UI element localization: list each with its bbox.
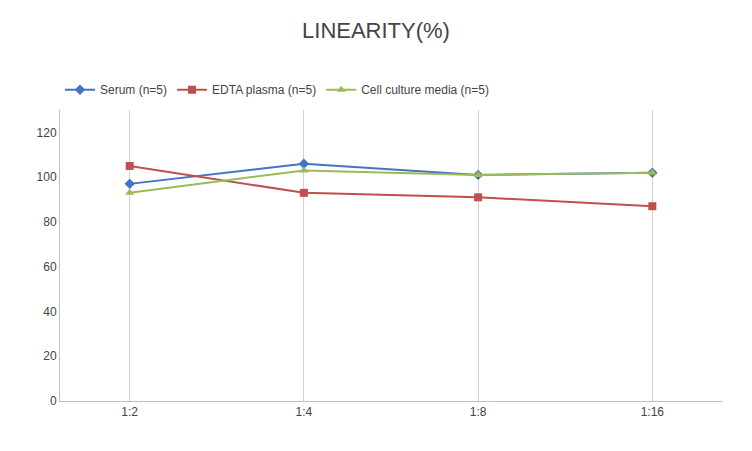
- svg-text:1:2: 1:2: [121, 405, 138, 419]
- svg-text:20: 20: [43, 349, 57, 363]
- svg-text:Cell culture media (n=5): Cell culture media (n=5): [361, 83, 489, 97]
- svg-text:40: 40: [43, 305, 57, 319]
- svg-text:100: 100: [37, 170, 57, 184]
- svg-text:1:4: 1:4: [296, 405, 313, 419]
- svg-text:60: 60: [43, 260, 57, 274]
- svg-text:Serum (n=5): Serum (n=5): [100, 83, 167, 97]
- svg-text:120: 120: [37, 126, 57, 140]
- svg-text:1:16: 1:16: [641, 405, 665, 419]
- svg-text:80: 80: [43, 215, 57, 229]
- svg-text:LINEARITY(%): LINEARITY(%): [302, 18, 450, 43]
- svg-text:1:8: 1:8: [470, 405, 487, 419]
- svg-text:0: 0: [50, 394, 57, 408]
- svg-text:EDTA plasma (n=5): EDTA plasma (n=5): [212, 83, 316, 97]
